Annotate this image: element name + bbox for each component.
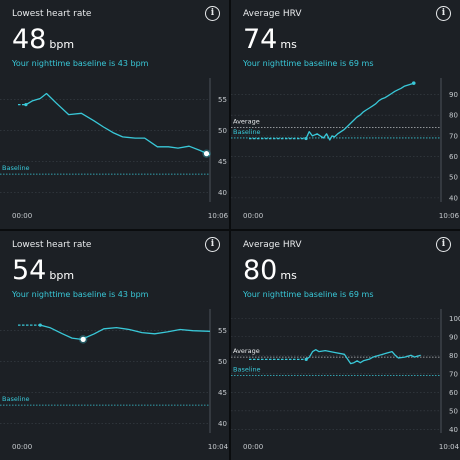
average-label: Average	[233, 347, 260, 355]
heart-rate-card-2[interactable]: Lowest heart rate i 54 bpm Your nighttime…	[0, 231, 229, 460]
y-tick-label: 80	[449, 112, 458, 120]
y-tick-label: 40	[449, 426, 458, 434]
y-tick-label: 90	[449, 91, 458, 99]
baseline-text: Your nighttime baseline is 69 ms	[243, 59, 374, 68]
y-tick-label: 40	[218, 420, 227, 428]
series-start-point	[304, 357, 308, 361]
heart-rate-card-1[interactable]: Lowest heart rate i 48 bpm Your nighttime…	[0, 0, 229, 229]
marker-point	[203, 151, 210, 157]
metric-value: 54 bpm	[12, 255, 74, 286]
metric-number: 80	[243, 255, 278, 286]
metric-number: 48	[12, 24, 47, 55]
metric-value: 80 ms	[243, 255, 297, 286]
heart-rate-chart-1: 40 45 50 55 00:00 10:06 Baseline	[0, 78, 229, 220]
metric-number: 54	[12, 255, 47, 286]
heart-rate-chart-2: 40 45 50 55 00:00 10:04 Baseline	[0, 309, 229, 451]
series-line	[305, 349, 421, 365]
baseline-text: Your nighttime baseline is 43 bpm	[12, 290, 149, 299]
x-start-label: 00:00	[243, 212, 263, 220]
info-icon[interactable]: i	[436, 6, 451, 21]
metric-unit: bpm	[49, 38, 75, 51]
y-tick-label: 60	[449, 389, 458, 397]
hrv-card-2[interactable]: Average HRV i 80 ms Your nighttime baseli…	[231, 231, 460, 460]
info-icon[interactable]: i	[436, 237, 451, 252]
y-tick-label: 80	[449, 352, 458, 360]
y-tick-label: 40	[218, 189, 227, 197]
x-start-label: 00:00	[12, 443, 32, 451]
series-start-point	[304, 136, 308, 141]
metric-value: 48 bpm	[12, 24, 74, 55]
hrv-chart-1: 40 50 60 70 80 90 00:00 10:06 Average Baseline	[231, 78, 460, 220]
y-tick-label: 45	[218, 389, 227, 397]
y-tick-label: 55	[218, 96, 227, 104]
series-end-point	[411, 81, 416, 85]
metric-unit: bpm	[49, 269, 75, 282]
hrv-chart-2: 40 50 60 70 80 90 100 00:00 10:04 Average Baseline	[231, 309, 460, 451]
x-end-label: 10:06	[208, 212, 229, 220]
info-icon[interactable]: i	[205, 6, 220, 21]
marker-point	[80, 336, 86, 342]
baseline-label: Baseline	[2, 164, 30, 172]
hrv-card-1[interactable]: Average HRV i 74 ms Your nighttime baseli…	[231, 0, 460, 229]
y-tick-label: 40	[449, 194, 458, 202]
series-line	[305, 82, 414, 141]
series-start-point	[24, 103, 28, 107]
baseline-label: Baseline	[2, 395, 30, 403]
metric-value: 74 ms	[243, 24, 297, 55]
metric-unit: ms	[280, 38, 297, 51]
x-end-label: 10:04	[208, 443, 229, 451]
y-tick-label: 90	[449, 333, 458, 341]
y-tick-label: 50	[218, 127, 227, 135]
info-icon[interactable]: i	[205, 237, 220, 252]
baseline-text: Your nighttime baseline is 43 bpm	[12, 59, 149, 68]
y-tick-label: 60	[449, 153, 458, 161]
y-tick-label: 100	[449, 315, 460, 323]
y-tick-label: 55	[218, 327, 227, 335]
x-start-label: 00:00	[12, 212, 32, 220]
y-tick-label: 50	[449, 174, 458, 182]
average-label: Average	[233, 118, 260, 126]
y-tick-label: 45	[218, 158, 227, 166]
series-line	[40, 324, 211, 341]
x-end-label: 10:06	[439, 212, 460, 220]
card-title: Lowest heart rate	[12, 9, 92, 19]
card-title: Average HRV	[243, 9, 302, 19]
series-start-point	[38, 323, 42, 327]
y-tick-label: 70	[449, 132, 458, 140]
metric-number: 74	[243, 24, 278, 55]
series-line	[25, 92, 211, 156]
baseline-text: Your nighttime baseline is 69 ms	[243, 290, 374, 299]
card-title: Lowest heart rate	[12, 240, 92, 250]
y-tick-label: 70	[449, 370, 458, 378]
x-end-label: 10:04	[439, 443, 460, 451]
y-tick-label: 50	[449, 407, 458, 415]
x-start-label: 00:00	[243, 443, 263, 451]
baseline-label: Baseline	[233, 128, 261, 136]
card-title: Average HRV	[243, 240, 302, 250]
baseline-label: Baseline	[233, 366, 261, 374]
y-tick-label: 50	[218, 358, 227, 366]
metric-unit: ms	[280, 269, 297, 282]
